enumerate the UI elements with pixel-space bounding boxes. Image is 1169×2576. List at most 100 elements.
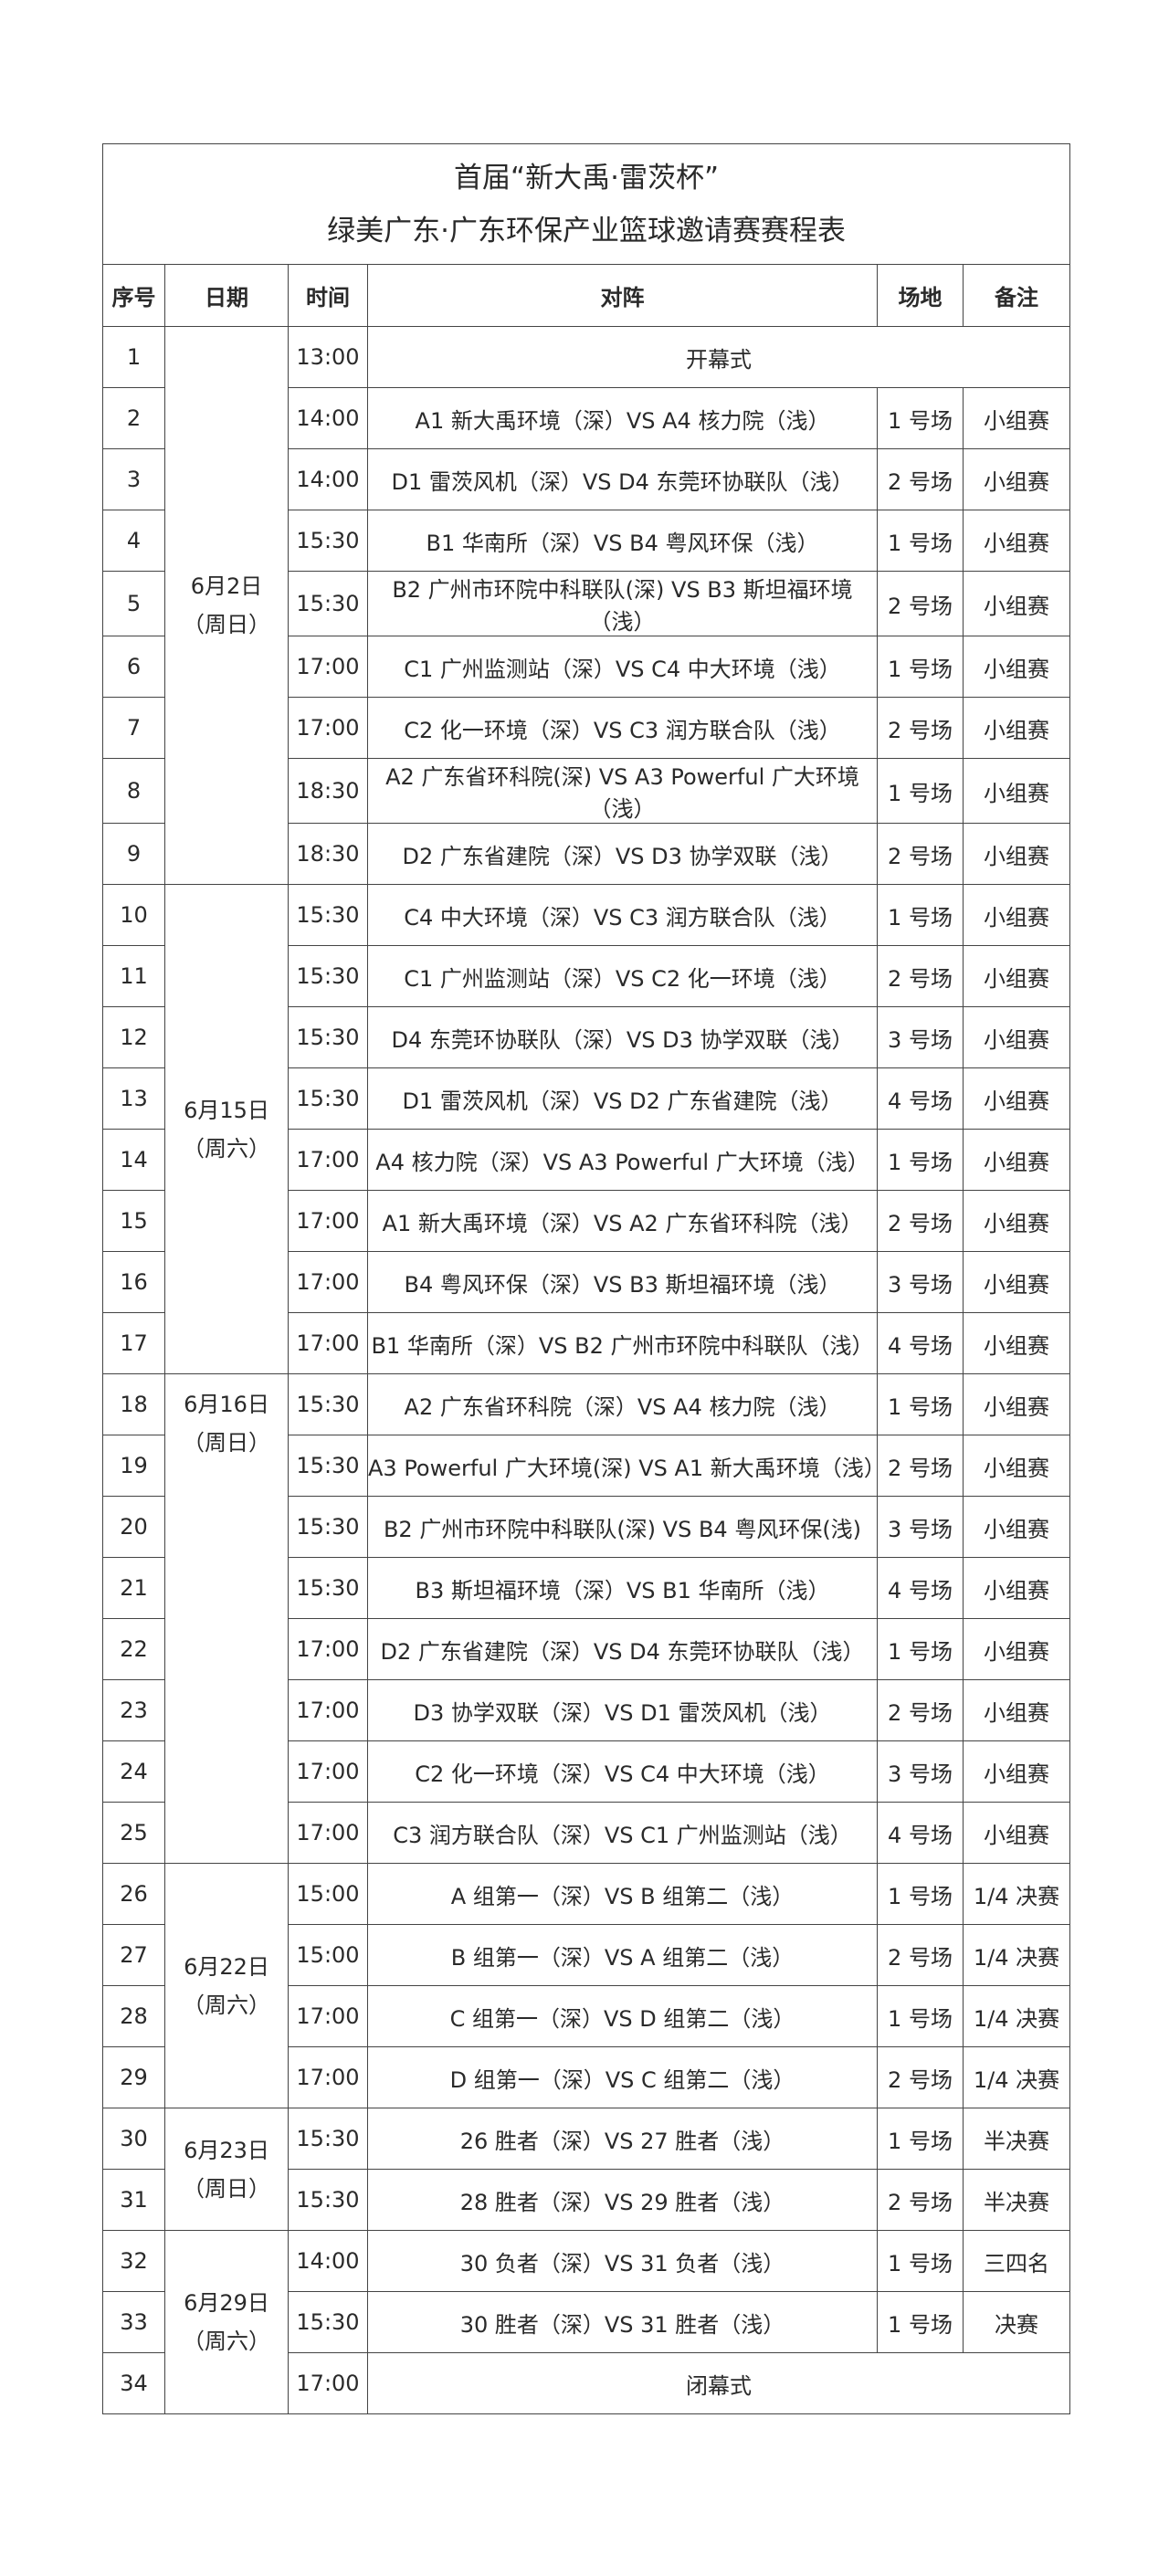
row-number: 6 xyxy=(102,636,165,698)
note-cell: 小组赛 xyxy=(962,571,1071,636)
header-note: 备注 xyxy=(962,264,1071,327)
venue-cell: 3 号场 xyxy=(877,1251,964,1313)
table-row: 1 6月2日 （周日） 13:00 开幕式 xyxy=(102,326,1071,885)
row-number: 10 xyxy=(102,884,165,946)
table-row: 31 15:30 28 胜者（深）VS 29 胜者（浅） 2 号场 半决赛 xyxy=(102,2169,1071,2231)
note-cell: 半决赛 xyxy=(962,2169,1071,2231)
venue-cell: 1 号场 xyxy=(877,1863,964,1925)
row-number: 19 xyxy=(102,1435,165,1497)
time-cell: 15:30 xyxy=(288,1435,368,1497)
time-cell: 15:30 xyxy=(288,884,368,946)
time-cell: 17:00 xyxy=(288,1740,368,1803)
match-cell: A4 核力院（深）VS A3 Powerful 广大环境（浅） xyxy=(367,1129,878,1191)
venue-cell: 2 号场 xyxy=(877,448,964,510)
match-cell: A2 广东省环科院（深）VS A4 核力院（浅） xyxy=(367,1373,878,1435)
table-row: 12 15:30 D4 东莞环协联队（深）VS D3 协学双联（浅） 3 号场 小组赛 xyxy=(102,1006,1071,1068)
table-row: 7 17:00 C2 化一环境（深）VS C3 润方联合队（浅） 2 号场 小组赛 xyxy=(102,697,1071,759)
date-label: 6月16日 xyxy=(184,1392,269,1417)
row-number: 17 xyxy=(102,1312,165,1374)
note-cell: 小组赛 xyxy=(962,1435,1071,1497)
time-cell: 15:30 xyxy=(288,2291,368,2353)
venue-cell: 1 号场 xyxy=(877,1618,964,1680)
row-number: 12 xyxy=(102,1006,165,1068)
time-cell: 17:00 xyxy=(288,2046,368,2108)
note-cell: 决赛 xyxy=(962,2291,1071,2353)
date-cell: 6月16日 （周日） xyxy=(164,1373,289,1864)
date-label: 6月2日 xyxy=(190,573,263,599)
note-cell: 小组赛 xyxy=(962,1190,1071,1252)
row-number: 26 xyxy=(102,1863,165,1925)
time-cell: 17:00 xyxy=(288,1618,368,1680)
note-cell: 小组赛 xyxy=(962,823,1071,885)
time-cell: 17:00 xyxy=(288,1679,368,1741)
note-cell: 小组赛 xyxy=(962,510,1071,572)
venue-cell: 1 号场 xyxy=(877,2291,964,2353)
venue-cell: 4 号场 xyxy=(877,1802,964,1864)
note-cell: 小组赛 xyxy=(962,1129,1071,1191)
row-number: 3 xyxy=(102,448,165,510)
note-cell: 三四名 xyxy=(962,2230,1071,2292)
note-cell: 小组赛 xyxy=(962,1802,1071,1864)
time-cell: 14:00 xyxy=(288,2230,368,2292)
table-row: 25 17:00 C3 润方联合队（深）VS C1 广州监测站（浅） 4 号场 小组赛 xyxy=(102,1802,1071,1864)
match-cell: 30 胜者（深）VS 31 胜者（浅） xyxy=(367,2291,878,2353)
table-row: 18 6月16日 （周日） 15:30 A2 广东省环科院（深）VS A4 核力院（浅）… xyxy=(102,1373,1071,1864)
match-cell: C1 广州监测站（深）VS C4 中大环境（浅） xyxy=(367,636,878,698)
venue-cell: 2 号场 xyxy=(877,945,964,1007)
header-no: 序号 xyxy=(102,264,165,327)
match-cell: C4 中大环境（深）VS C3 润方联合队（浅） xyxy=(367,884,878,946)
table-row: 17 17:00 B1 华南所（深）VS B2 广州市环院中科联队（浅） 4 号场 小组… xyxy=(102,1312,1071,1374)
match-cell: C3 润方联合队（深）VS C1 广州监测站（浅） xyxy=(367,1802,878,1864)
title-line-1: 首届“新大禹·雷茨杯” xyxy=(454,161,720,195)
match-cell: C2 化一环境（深）VS C4 中大环境（浅） xyxy=(367,1740,878,1803)
date-cell: 6月2日 （周日） xyxy=(164,326,289,885)
note-cell: 小组赛 xyxy=(962,1618,1071,1680)
table-row: 2 14:00 A1 新大禹环境（深）VS A4 核力院（浅） 1 号场 小组赛 xyxy=(102,387,1071,449)
header-match: 对阵 xyxy=(367,264,878,327)
match-cell: D2 广东省建院（深）VS D4 东莞环协联队（浅） xyxy=(367,1618,878,1680)
time-cell: 15:30 xyxy=(288,945,368,1007)
row-number: 9 xyxy=(102,823,165,885)
date-cell: 6月23日 （周日） xyxy=(164,2108,289,2231)
row-number: 28 xyxy=(102,1985,165,2047)
match-cell: D2 广东省建院（深）VS D3 协学双联（浅） xyxy=(367,823,878,885)
match-cell: B1 华南所（深）VS B4 粤风环保（浅） xyxy=(367,510,878,572)
schedule-table: 首届“新大禹·雷茨杯” 绿美广东·广东环保产业篮球邀请赛赛程表 序号 日期 时间… xyxy=(101,143,1071,2414)
match-cell: C1 广州监测站（深）VS C2 化一环境（浅） xyxy=(367,945,878,1007)
match-cell: B3 斯坦福环境（深）VS B1 华南所（浅） xyxy=(367,1557,878,1619)
time-cell: 17:00 xyxy=(288,1802,368,1864)
time-cell: 15:30 xyxy=(288,1006,368,1068)
time-cell: 15:30 xyxy=(288,571,368,636)
note-cell: 半决赛 xyxy=(962,2108,1071,2170)
time-cell: 17:00 xyxy=(288,2352,368,2414)
match-cell: A1 新大禹环境（深）VS A2 广东省环科院（浅） xyxy=(367,1190,878,1252)
time-cell: 14:00 xyxy=(288,448,368,510)
venue-cell: 2 号场 xyxy=(877,823,964,885)
venue-cell: 1 号场 xyxy=(877,387,964,449)
row-number: 14 xyxy=(102,1129,165,1191)
ceremony-cell: 开幕式 xyxy=(366,326,1071,388)
weekday-label: （周日） xyxy=(183,2175,270,2202)
row-number: 34 xyxy=(102,2352,165,2414)
match-cell: C 组第一（深）VS D 组第二（浅） xyxy=(367,1985,878,2047)
table-row: 26 6月22日 （周六） 15:00 A 组第一（深）VS B 组第二（浅） 1 号场 1… xyxy=(102,1863,1071,2108)
time-cell: 15:00 xyxy=(288,1924,368,1986)
venue-cell: 1 号场 xyxy=(877,636,964,698)
match-cell: A1 新大禹环境（深）VS A4 核力院（浅） xyxy=(367,387,878,449)
note-cell: 小组赛 xyxy=(962,697,1071,759)
table-row: 23 17:00 D3 协学双联（深）VS D1 雷茨风机（浅） 2 号场 小组赛 xyxy=(102,1679,1071,1741)
venue-cell: 1 号场 xyxy=(877,1985,964,2047)
match-cell: D3 协学双联（深）VS D1 雷茨风机（浅） xyxy=(367,1679,878,1741)
row-number: 16 xyxy=(102,1251,165,1313)
time-cell: 15:30 xyxy=(288,1373,368,1435)
ceremony-cell: 闭幕式 xyxy=(366,2352,1071,2414)
row-number: 2 xyxy=(102,387,165,449)
note-cell: 小组赛 xyxy=(962,884,1071,946)
venue-cell: 2 号场 xyxy=(877,1924,964,1986)
venue-cell: 1 号场 xyxy=(877,1373,964,1435)
weekday-label: （周日） xyxy=(183,612,270,637)
weekday-label: （周六） xyxy=(183,2329,270,2354)
row-number: 27 xyxy=(102,1924,165,1986)
row-number: 11 xyxy=(102,945,165,1007)
note-cell: 小组赛 xyxy=(962,758,1071,824)
